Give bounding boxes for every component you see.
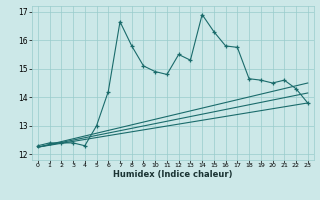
X-axis label: Humidex (Indice chaleur): Humidex (Indice chaleur) — [113, 170, 233, 179]
